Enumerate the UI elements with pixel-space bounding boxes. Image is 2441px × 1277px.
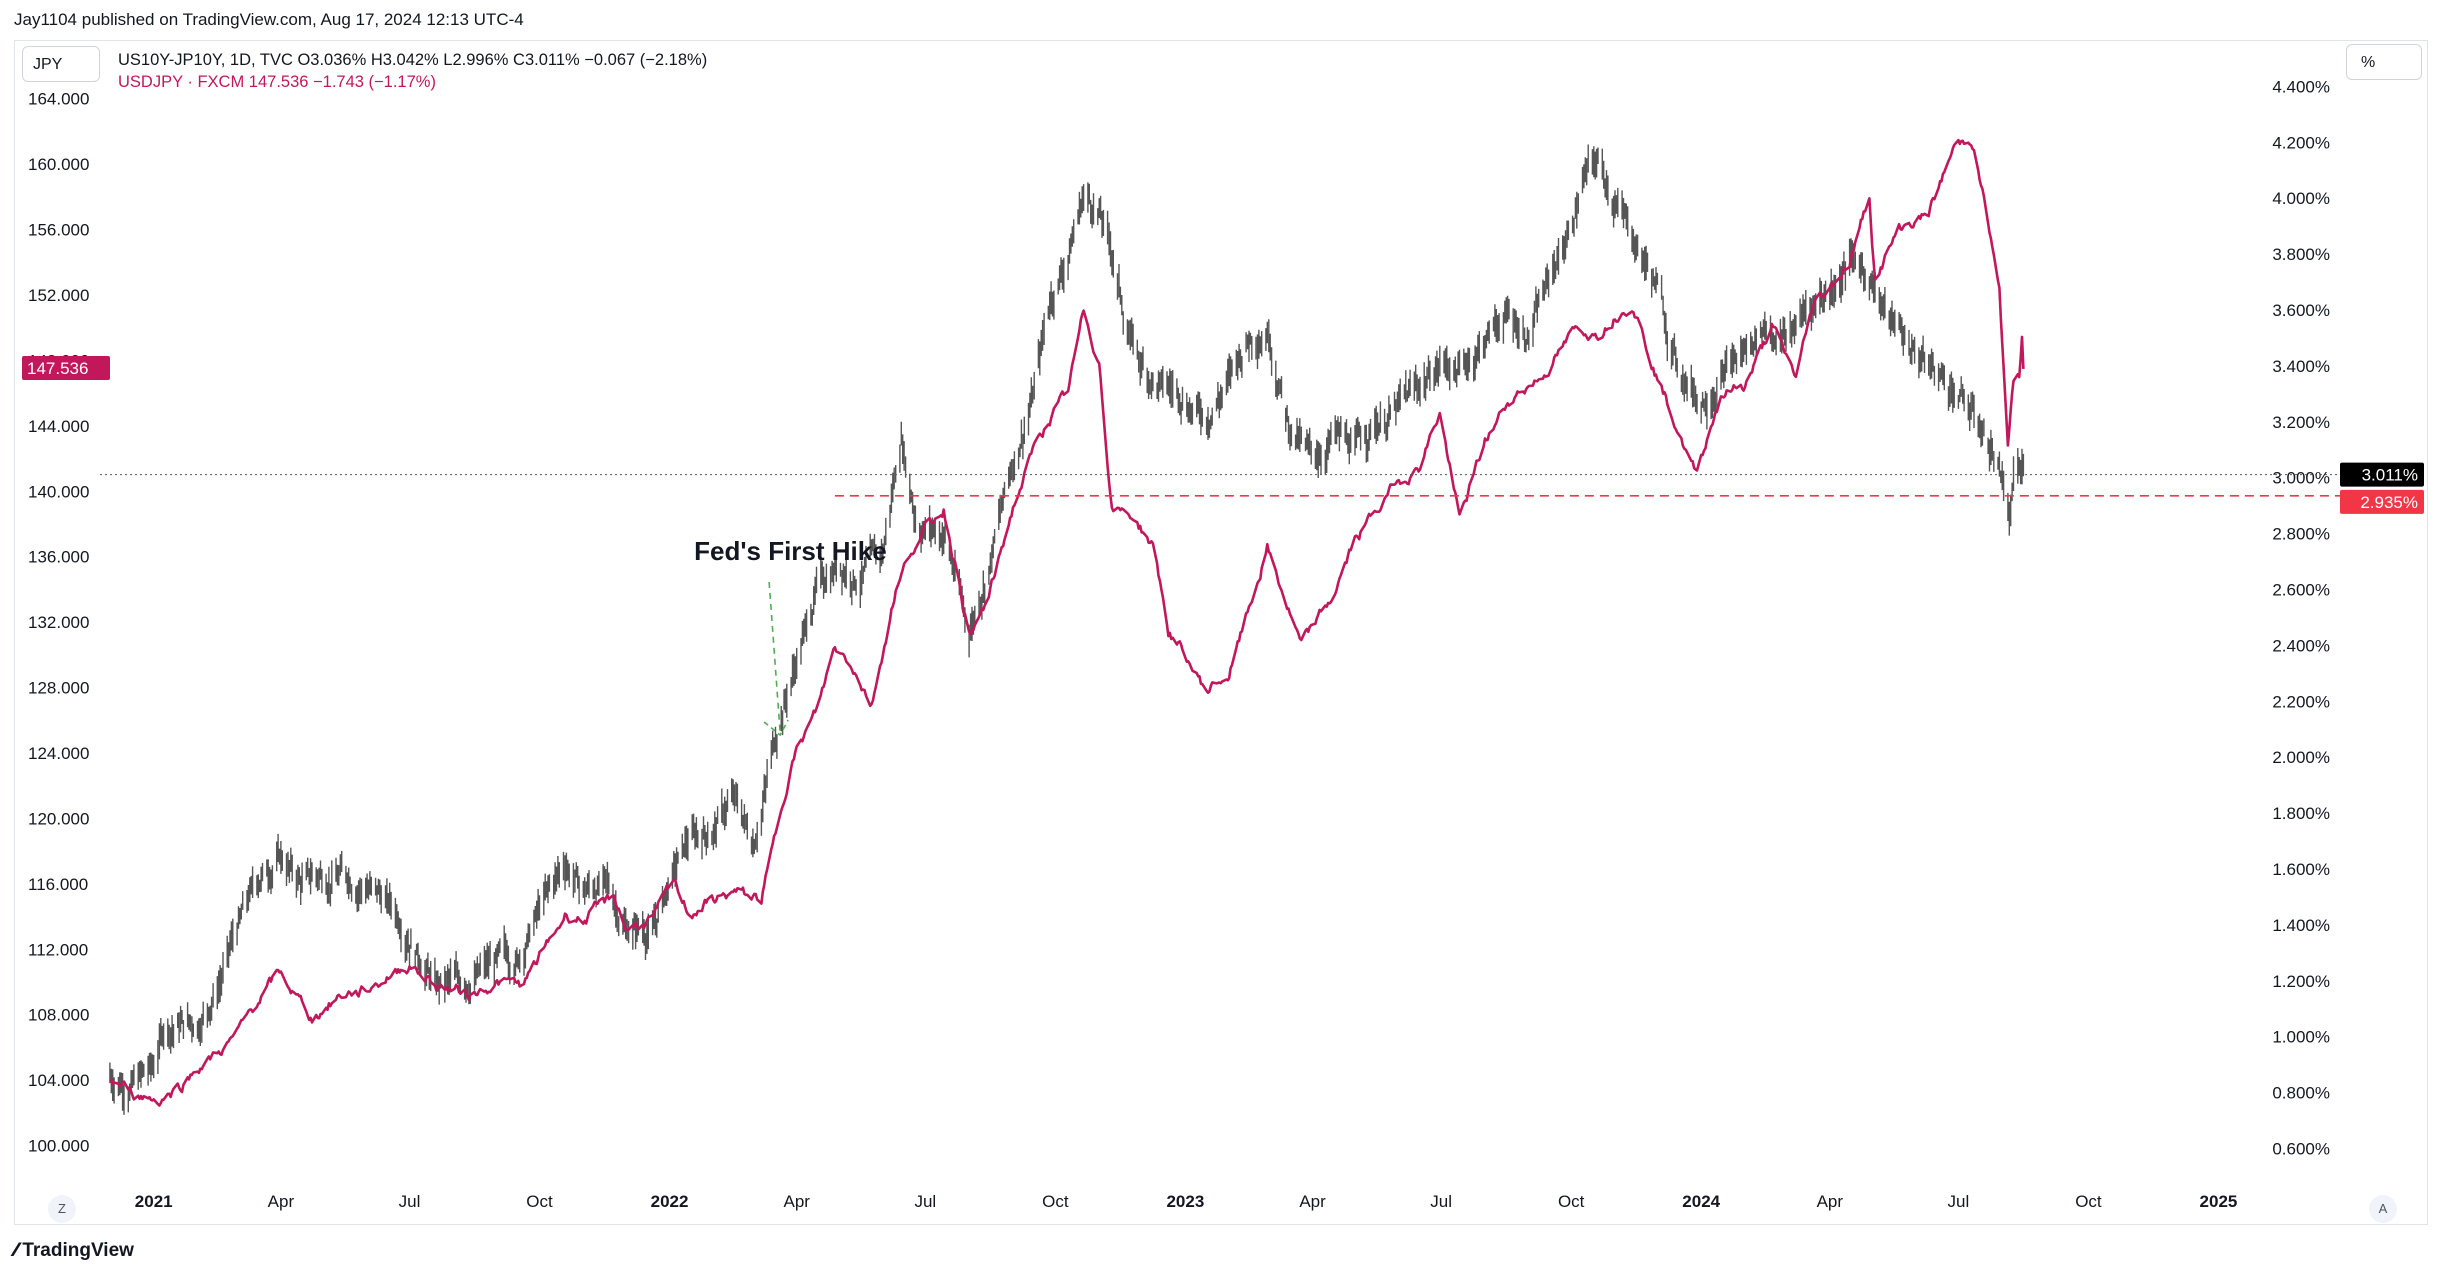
x-axis-tick-label: Apr bbox=[1299, 1192, 1326, 1211]
left-axis-tick-label: 104.000 bbox=[28, 1071, 89, 1090]
left-axis-tick-label: 112.000 bbox=[28, 940, 88, 959]
left-axis-tick-label: 120.000 bbox=[28, 809, 89, 828]
annotation-label: Fed's First Hike bbox=[694, 536, 887, 566]
x-axis-tick-label: 2021 bbox=[135, 1192, 173, 1211]
left-axis-tick-label: 128.000 bbox=[28, 679, 89, 698]
x-axis-tick-label: Oct bbox=[2075, 1192, 2102, 1211]
brand-name: TradingView bbox=[22, 1240, 134, 1261]
x-axis-tick-label: Oct bbox=[1042, 1192, 1069, 1211]
x-axis-tick-label: Apr bbox=[1817, 1192, 1844, 1211]
right-axis-tick-label: 2.600% bbox=[2272, 580, 2330, 599]
right-axis-tick-label: 4.400% bbox=[2272, 77, 2330, 96]
right-axis-tick-label: 1.200% bbox=[2272, 972, 2330, 991]
annotation-arrow-head bbox=[763, 719, 789, 737]
right-axis-tick-label: 3.400% bbox=[2272, 357, 2330, 376]
right-axis-tick-label: 3.800% bbox=[2272, 245, 2330, 264]
right-axis-tick-label: 0.800% bbox=[2272, 1084, 2330, 1103]
right-axis-tick-label: 2.800% bbox=[2272, 525, 2330, 544]
legend-usdjpy[interactable]: USDJPY · FXCM 147.536 −1.743 (−1.17%) bbox=[118, 73, 436, 91]
support-value: 2.935% bbox=[2360, 493, 2418, 512]
right-axis-tick-label: 2.000% bbox=[2272, 748, 2330, 767]
right-axis-tick-label: 1.000% bbox=[2272, 1028, 2330, 1047]
percent-scale-button[interactable]: % bbox=[2346, 44, 2422, 80]
usdjpy-series-line bbox=[109, 138, 2025, 1107]
tradingview-mark-icon: ⁄⁄ bbox=[14, 1240, 19, 1261]
left-axis-tick-label: 124.000 bbox=[28, 744, 89, 763]
right-axis-tick-label: 4.200% bbox=[2272, 133, 2330, 152]
x-axis-tick-label: Jul bbox=[1948, 1192, 1970, 1211]
usdjpy-last-value-bg bbox=[22, 356, 110, 381]
usdjpy-last-value: 147.536 bbox=[27, 359, 88, 378]
right-axis-tick-label: 3.200% bbox=[2272, 413, 2330, 432]
annotation-arrow bbox=[768, 581, 781, 733]
x-axis-tick-label: Apr bbox=[268, 1192, 295, 1211]
x-axis-tick-label: 2022 bbox=[651, 1192, 689, 1211]
left-axis-tick-label: 152.000 bbox=[28, 286, 89, 305]
left-axis-tick-label: 136.000 bbox=[28, 548, 89, 567]
legend: US10Y-JP10Y, 1D, TVC O3.036% H3.042% L2.… bbox=[118, 49, 707, 93]
right-axis-tick-label: 0.600% bbox=[2272, 1139, 2330, 1158]
left-axis-tick-label: 132.000 bbox=[28, 613, 89, 632]
right-axis-tick-label: 2.400% bbox=[2272, 636, 2330, 655]
publisher-line: Jay1104 published on TradingView.com, Au… bbox=[14, 10, 524, 29]
timezone-button[interactable]: Z bbox=[48, 1195, 76, 1223]
left-axis-tick-label: 164.000 bbox=[28, 90, 89, 109]
x-axis-tick-label: Jul bbox=[1430, 1192, 1452, 1211]
x-axis-tick-label: Jul bbox=[914, 1192, 936, 1211]
left-axis-tick-label: 116.000 bbox=[28, 875, 88, 894]
left-axis-tick-label: 160.000 bbox=[28, 155, 89, 174]
left-axis-tick-label: 108.000 bbox=[28, 1006, 89, 1025]
x-axis-tick-label: Apr bbox=[783, 1192, 810, 1211]
x-axis-tick-label: Oct bbox=[1558, 1192, 1585, 1211]
spread-last-value-bg bbox=[2340, 462, 2424, 487]
support-value-bg bbox=[2340, 489, 2424, 514]
right-axis-tick-label: 1.600% bbox=[2272, 860, 2330, 879]
legend-spread[interactable]: US10Y-JP10Y, 1D, TVC O3.036% H3.042% L2.… bbox=[118, 51, 708, 69]
right-axis-tick-label: 1.800% bbox=[2272, 804, 2330, 823]
left-axis-tick-label: 100.000 bbox=[28, 1137, 89, 1156]
right-axis-tick-label: 1.400% bbox=[2272, 916, 2330, 935]
right-axis-tick-label: 2.200% bbox=[2272, 692, 2330, 711]
left-scale-button[interactable]: JPY bbox=[22, 46, 100, 82]
left-axis-tick-label: 140.000 bbox=[28, 482, 89, 501]
left-axis-tick-label: 156.000 bbox=[28, 221, 89, 240]
x-axis-tick-label: 2023 bbox=[1166, 1192, 1204, 1211]
right-axis-tick-label: 4.000% bbox=[2272, 189, 2330, 208]
x-axis-tick-label: 2024 bbox=[1682, 1192, 1720, 1211]
x-axis-tick-label: Oct bbox=[526, 1192, 553, 1211]
x-axis-tick-label: 2025 bbox=[2200, 1192, 2238, 1211]
right-axis-tick-label: 3.600% bbox=[2272, 301, 2330, 320]
x-axis-tick-label: Jul bbox=[399, 1192, 421, 1211]
chart-frame bbox=[14, 40, 2428, 1225]
left-axis-tick-label: 144.000 bbox=[28, 417, 89, 436]
auto-scale-button[interactable]: A bbox=[2369, 1195, 2397, 1223]
spread-last-value: 3.011% bbox=[2362, 466, 2418, 485]
right-axis-tick-label: 3.000% bbox=[2272, 469, 2330, 488]
tradingview-logo[interactable]: ⁄⁄ TradingView bbox=[14, 1240, 134, 1262]
